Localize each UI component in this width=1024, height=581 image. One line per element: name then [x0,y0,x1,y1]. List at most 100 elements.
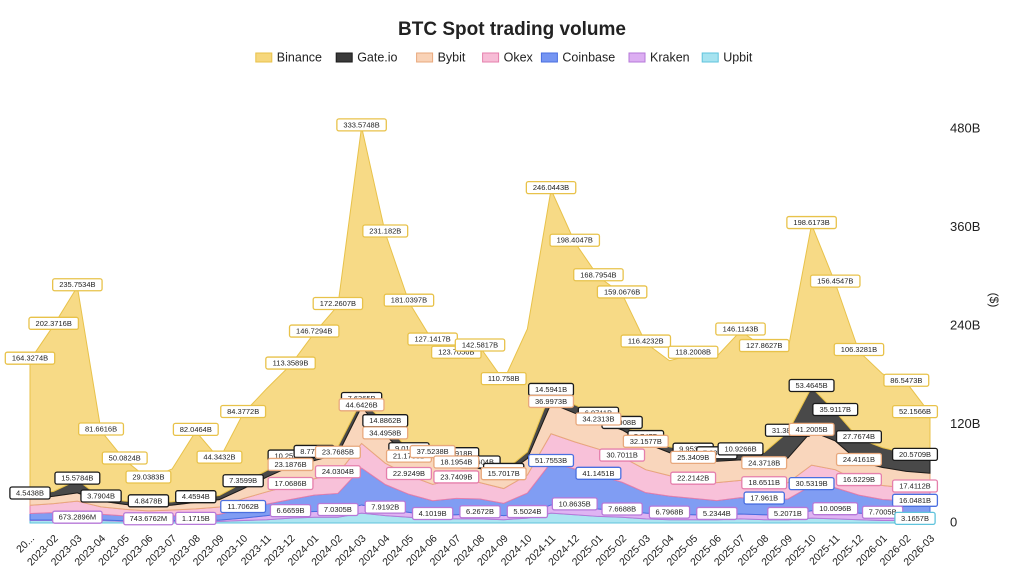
data-label-box [433,455,480,469]
data-label: 30.5319B [796,479,828,488]
legend: Binance Gate.io Bybit Okex Coinbase Kraken Upb… [255,50,753,64]
data-label: 5.5024B [513,507,541,516]
data-label: 23.7685B [322,448,354,457]
data-label: 113.3589B [273,359,309,368]
data-label-box [717,442,764,456]
data-label: 22.9249B [393,469,425,478]
data-label: 50.0824B [109,453,141,462]
data-label: 10.0096B [819,504,851,513]
data-label-box [715,322,766,336]
data-label: 146.7294B [296,327,332,336]
data-label: 106.3281B [841,345,877,354]
data-label-box [127,494,170,508]
data-label-box [362,224,409,238]
data-label: 44.6426B [346,400,378,409]
data-label-box [741,456,788,470]
data-label-box [812,402,859,417]
data-label-box [891,404,939,419]
data-label-box [338,398,385,412]
data-label-box [267,457,314,472]
data-label: 127.1417B [414,335,450,344]
data-label: 198.6173B [793,218,829,227]
data-label: 15.5784B [61,474,93,483]
data-labels: 164.3274B 202.3716B 235.7534B 81.6616B 50.08… [4,118,939,526]
data-label: 17.0686B [274,479,306,488]
data-label: 123.7056B [438,348,474,357]
data-label-box [528,453,575,468]
data-label: 7.0305B [324,505,352,514]
data-label-box [812,502,859,516]
data-label: 7.8872B [703,448,731,457]
data-label: 25.3409B [677,453,709,462]
data-label-box [506,504,549,519]
data-label: 84.3772B [227,407,259,416]
data-label-box [222,474,264,488]
legend-swatch [628,52,646,63]
data-label-box [601,502,643,516]
data-label-box [28,316,80,330]
data-label-box [835,430,882,444]
legend-swatch [482,52,500,63]
data-label: 16.0481B [899,496,931,505]
data-label-box [172,422,219,437]
data-label-box [383,293,435,307]
data-label: 31.3873B [772,426,804,435]
data-label-box [648,505,691,519]
data-label-box [480,371,527,386]
data-label: 24.4161B [843,455,875,464]
data-label: 333.5748B [343,120,379,129]
legend-label: Gate.io [357,50,397,64]
data-label: 172.2607B [320,299,356,308]
data-label-box [317,502,359,517]
data-label: 11.7062B [227,502,259,511]
legend-label: Bybit [438,50,466,64]
legend-label: Upbit [723,50,753,64]
data-label: 23.1876B [274,460,306,469]
legend-label: Binance [277,50,322,64]
data-label: 7.3599B [229,476,257,485]
data-label-box [767,506,809,521]
legend-label: Coinbase [562,50,615,64]
data-label: 17.4112B [899,482,931,491]
data-label: 164.3274B [12,354,48,363]
data-label: 34.4958B [369,428,401,437]
data-label: 18.6511B [748,478,780,487]
data-label: 23.7409B [440,472,472,481]
data-label-box [196,450,243,464]
data-label: 168.7954B [580,270,616,279]
data-label-box [599,448,646,462]
data-label: 34.2313B [582,414,614,423]
data-label: 41.2005B [796,425,828,434]
data-label-box [80,489,122,503]
data-label-box [220,404,267,419]
data-label: 4.4594B [182,492,210,501]
data-label: 6.7968B [655,508,683,517]
y-axis-label: ($) [987,293,1001,308]
data-label-box [314,465,361,479]
data-label-box [288,324,340,338]
data-label-box [54,471,101,485]
data-label: 24.3718B [748,458,780,467]
data-label: 27.7674B [843,432,875,441]
data-label-box [52,510,103,524]
data-label-box [52,278,103,292]
data-label: 142.5817B [462,341,498,350]
legend-swatch [540,52,558,63]
data-label: 231.182B [369,226,401,235]
data-label: 3.7904B [87,491,115,500]
data-label: 7.6688B [608,504,636,513]
data-label-box [528,394,575,409]
data-label-box [525,180,577,195]
data-label: 14.5941B [535,385,567,394]
data-label-box [364,500,407,514]
data-label-box [454,338,506,352]
data-label: 5.2071B [774,509,802,518]
data-label-box [362,426,409,440]
data-label: 743.6762M [130,514,168,523]
data-label: 116.4232B [628,337,664,346]
data-label-box [433,470,480,484]
data-label: 181.0397B [391,296,427,305]
data-label-box [573,268,624,282]
data-label-box [265,356,316,370]
